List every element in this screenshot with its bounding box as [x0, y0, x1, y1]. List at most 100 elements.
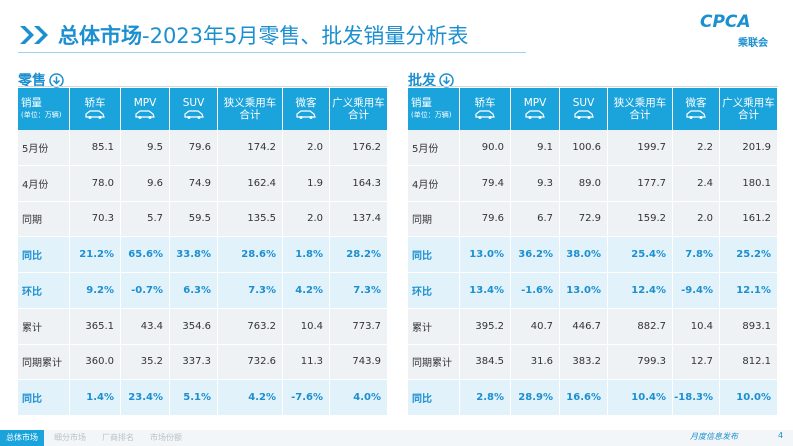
column-header: 广义乘用车 合计 [720, 88, 778, 130]
table-cell: 159.2 [608, 201, 673, 238]
row-label: 5月份 [408, 130, 460, 166]
table-cell: 78.0 [70, 165, 121, 202]
table-cell: 12.4% [608, 273, 673, 309]
table-cell: 89.0 [560, 165, 608, 202]
row-label: 同比 [18, 237, 70, 273]
page-title: 总体市场-2023年5月零售、批发销量分析表 [58, 20, 468, 50]
table-cell: 164.3 [330, 165, 388, 202]
footer-tab: 市场份额 [150, 433, 182, 442]
table-cell: 7.3% [330, 273, 388, 309]
table-cell: -18.3% [673, 380, 720, 416]
table-cell: 384.5 [460, 344, 511, 381]
column-header: 狭义乘用车 合计 [608, 88, 673, 130]
table-cell: 9.3 [511, 165, 560, 202]
table-cell: 882.7 [608, 308, 673, 345]
row-label: 累计 [18, 308, 70, 345]
table-cell: 28.6% [218, 237, 283, 273]
car-icon [183, 109, 205, 122]
table-cell: 2.4 [673, 165, 720, 202]
column-header: 轿车 [460, 88, 511, 130]
section-underline [18, 86, 388, 87]
table-cell: 70.3 [70, 201, 121, 238]
table-cell: 773.7 [330, 308, 388, 345]
footer-tab: 厂商排名 [102, 433, 134, 442]
table-cell: 812.1 [720, 344, 778, 381]
column-header: 狭义乘用车 合计 [218, 88, 283, 130]
table-cell: 9.6 [121, 165, 170, 202]
table-cell: 743.9 [330, 344, 388, 381]
column-label: 广义乘用车 合计 [332, 97, 385, 121]
table-cell: 79.4 [460, 165, 511, 202]
table-cell: 33.8% [170, 237, 218, 273]
table-cell: 6.7 [511, 201, 560, 238]
table-cell: 383.2 [560, 344, 608, 381]
car-icon [685, 109, 707, 122]
table-cell: -9.4% [673, 273, 720, 309]
column-header: SUV [170, 88, 218, 130]
column-header: 广义乘用车 合计 [330, 88, 388, 130]
table-cell: 2.8% [460, 380, 511, 416]
table-cell: 2.0 [283, 201, 330, 238]
column-header: MPV [121, 88, 170, 130]
section-underline [408, 86, 778, 87]
table-cell: 360.0 [70, 344, 121, 381]
column-label: 狭义乘用车 合计 [613, 97, 667, 121]
table-cell: 59.5 [170, 201, 218, 238]
table-cell: 2.2 [673, 130, 720, 166]
table-cell: 11.3 [283, 344, 330, 381]
table-cell: 7.3% [218, 273, 283, 309]
table-cell: 12.1% [720, 273, 778, 309]
table-cell: 161.2 [720, 201, 778, 238]
table-cell: 10.4 [673, 308, 720, 345]
column-header: 微客 [283, 88, 330, 130]
chevron-icon [20, 26, 48, 44]
column-label: MPV [133, 96, 157, 109]
table-cell: 4.0% [330, 380, 388, 416]
table-cell: 180.1 [720, 165, 778, 202]
table-cell: 65.6% [121, 237, 170, 273]
car-icon [295, 109, 317, 122]
column-label: 轿车 [84, 96, 106, 109]
table-cell: 365.1 [70, 308, 121, 345]
table-cell: 2.0 [673, 201, 720, 238]
table-cell: 13.4% [460, 273, 511, 309]
car-icon [524, 109, 546, 122]
row-label: 4月份 [18, 165, 70, 202]
table-cell: 79.6 [460, 201, 511, 238]
table-cell: 337.3 [170, 344, 218, 381]
row-label: 环比 [18, 273, 70, 309]
table-cell: -1.6% [511, 273, 560, 309]
section-title: 批发 [408, 73, 436, 89]
row-label: 5月份 [18, 130, 70, 166]
table-cell: 1.4% [70, 380, 121, 416]
table-cell: 135.5 [218, 201, 283, 238]
table-cell: 9.2% [70, 273, 121, 309]
column-label: 微客 [685, 96, 707, 109]
table-cell: 354.6 [170, 308, 218, 345]
column-label: 微客 [295, 96, 317, 109]
table-cell: 446.7 [560, 308, 608, 345]
page-number: 4 [778, 431, 784, 440]
table-cell: 35.2 [121, 344, 170, 381]
table-cell: 25.4% [608, 237, 673, 273]
section-title: 零售 [18, 73, 46, 89]
table-cell: 72.9 [560, 201, 608, 238]
table-cell: 201.9 [720, 130, 778, 166]
row-label: 同期累计 [18, 344, 70, 381]
row-label: 同比 [408, 237, 460, 273]
row-label: 累计 [408, 308, 460, 345]
table-cell: 23.4% [121, 380, 170, 416]
table-cell: 43.4 [121, 308, 170, 345]
table-cell: 10.4% [608, 380, 673, 416]
table-cell: 6.3% [170, 273, 218, 309]
unit-label: (单位：万辆) [411, 111, 452, 119]
footer-tab: 总体市场 [0, 430, 44, 446]
table-cell: 1.9 [283, 165, 330, 202]
table-cell: 2.0 [283, 130, 330, 166]
table-cell: 176.2 [330, 130, 388, 166]
table-cell: 5.7 [121, 201, 170, 238]
table-cell: 13.0% [460, 237, 511, 273]
table-cell: -7.6% [283, 380, 330, 416]
table-cell: 36.2% [511, 237, 560, 273]
